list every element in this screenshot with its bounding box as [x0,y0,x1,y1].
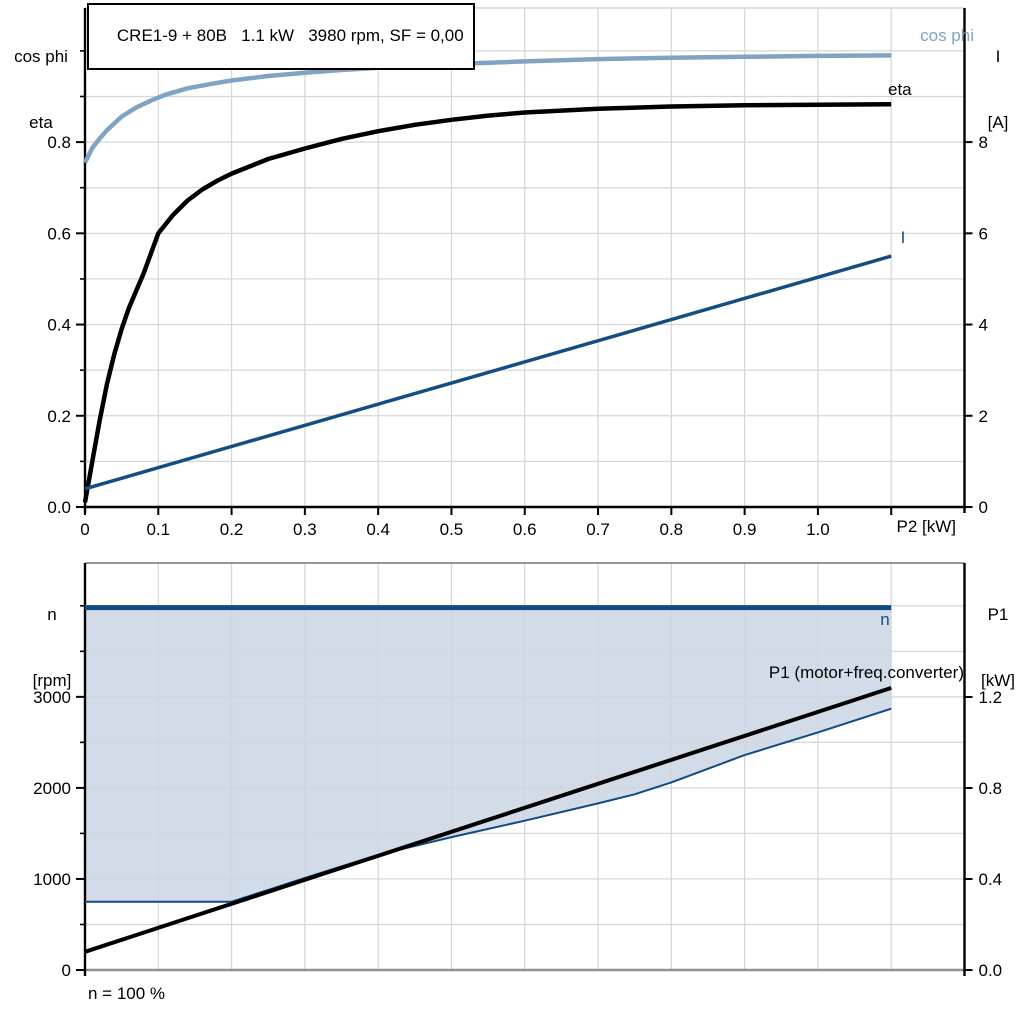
tick-label-x: 0.1 [146,520,170,539]
axis-header-speed: n [47,605,57,624]
series-cos-phi [82,53,892,164]
axis-header-current-unit: [A] [987,113,1009,132]
p1-curve-label: P1 (motor+freq.converter) [768,663,964,682]
tick-label-x: 0.6 [513,520,537,539]
tick-label-x: 0.8 [660,520,684,539]
tick-label-y-left: 3000 [33,688,71,707]
tick-label-y-right: 0.4 [979,870,1003,889]
top-right-axis-header: I [A] [974,2,1022,178]
tick-label-y-left: 2000 [33,779,71,798]
axis-header-p1-unit: [kW] [981,671,1015,690]
speed-range-area [85,607,892,902]
tick-label-y-right: 2 [979,407,988,426]
axis-header-cos-phi: cos phi [14,47,68,66]
series-eta [82,101,892,503]
tick-label-x: 0.3 [293,520,317,539]
axis-header-speed-unit: [rpm] [32,671,72,690]
tick-label-y-left: 0.0 [47,498,71,517]
tick-label-y-left: 0.6 [47,224,71,243]
tick-label-y-left: 0.2 [47,407,71,426]
eta-curve-label: eta [888,80,912,99]
tick-label-x: 0.7 [586,520,610,539]
series-p1-motor-freq-converter [84,685,892,954]
bottom-right-axis-header: P1 [kW] [972,560,1024,736]
tick-label-x: 0.2 [220,520,244,539]
bottom-left-axis-header: n [rpm] [24,560,80,736]
speed-curve-label: n [880,610,890,629]
top-left-axis-header: cos phi eta [2,2,80,178]
chart-title-box: CRE1-9 + 80B 1.1 kW 3980 rpm, SF = 0,00 [87,3,475,70]
tick-label-y-left: 1000 [33,870,71,889]
axis-header-current: I [995,47,1001,66]
speed-percent-footer: n = 100 % [88,984,166,1003]
tick-label-x: 0.4 [366,520,390,539]
axis-header-p1: P1 [987,605,1009,624]
tick-label-x: 0.9 [733,520,757,539]
tick-label-y-left: 0 [62,961,71,980]
series-i [84,254,892,491]
axis-header-eta: eta [29,113,53,132]
tick-label-y-left: 0.8 [47,133,71,152]
tick-label-y-right: 1.2 [979,688,1003,707]
tick-label-x: 0 [80,520,89,539]
chart-title: CRE1-9 + 80B 1.1 kW 3980 rpm, SF = 0,00 [116,26,464,45]
tick-label-y-right: 6 [979,224,988,243]
x-axis-label: P2 [kW] [896,517,956,536]
tick-label-x: 1.0 [806,520,830,539]
tick-label-y-right: 4 [979,316,988,335]
current-curve-label: I [900,228,906,247]
tick-label-y-right: 8 [979,133,988,152]
tick-label-x: 0.5 [440,520,464,539]
tick-label-y-right: 0.0 [979,961,1003,980]
cos-phi-curve-label: cos phi [920,26,974,45]
tick-label-y-right: 0 [979,498,988,517]
tick-label-y-right: 0.8 [979,779,1003,798]
tick-label-y-left: 0.4 [47,316,71,335]
